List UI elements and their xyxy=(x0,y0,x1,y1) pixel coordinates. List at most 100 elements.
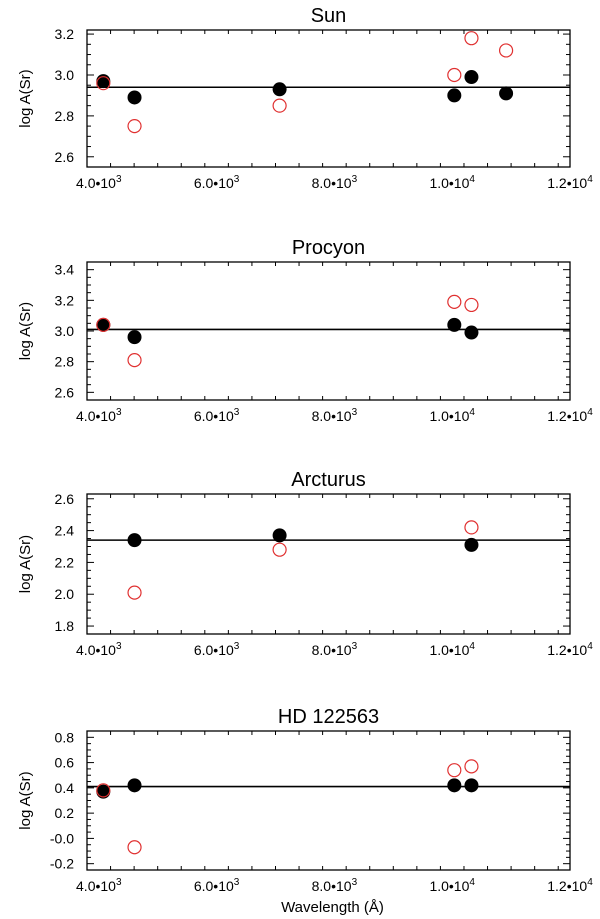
open-data-point xyxy=(447,67,462,83)
y-tick-label: 3.2 xyxy=(55,292,75,308)
x-axis-label: Wavelength (Å) xyxy=(281,899,384,916)
x-tick-label-base: 4.0•10 xyxy=(76,175,116,191)
x-tick-label: 6.0•103 xyxy=(194,407,240,424)
y-tick-label: -0.0 xyxy=(50,830,74,846)
open-data-point xyxy=(464,31,479,46)
y-tick-label: 3.0 xyxy=(55,67,75,83)
x-tick-label: 4.0•103 xyxy=(76,877,122,894)
x-tick-label-exponent: 3 xyxy=(234,407,240,418)
y-tick-label: 2.6 xyxy=(55,149,75,165)
y-axis-label: log A(Sr) xyxy=(17,302,34,360)
x-tick-label: 4.0•103 xyxy=(76,407,122,424)
x-tick-label: 1.2•104 xyxy=(547,641,593,658)
panel-title: Sun xyxy=(311,5,347,27)
x-tick-label: 8.0•103 xyxy=(312,641,358,658)
x-tick-label-exponent: 3 xyxy=(116,877,122,888)
y-tick-label: 0.4 xyxy=(55,780,75,796)
x-tick-label-exponent: 3 xyxy=(352,174,358,185)
filled-data-point xyxy=(499,86,514,101)
filled-data-point xyxy=(464,537,479,552)
filled-data-point xyxy=(464,70,479,85)
y-tick-label: -0.2 xyxy=(50,856,74,872)
filled-data-point xyxy=(127,533,142,548)
open-data-point xyxy=(498,43,514,58)
x-tick-label-base: 1.2•10 xyxy=(547,642,587,658)
x-tick-label-base: 6.0•10 xyxy=(194,175,234,191)
x-tick-label-exponent: 3 xyxy=(116,407,122,418)
filled-data-point xyxy=(127,90,142,105)
x-tick-label-base: 8.0•10 xyxy=(312,878,352,894)
x-tick-label-exponent: 3 xyxy=(234,641,240,652)
y-axis-label: log A(Sr) xyxy=(17,771,34,829)
x-tick-label-exponent: 3 xyxy=(234,174,240,185)
panel-title: Arcturus xyxy=(291,469,365,491)
x-tick-label-exponent: 3 xyxy=(234,877,240,888)
x-tick-label: 8.0•103 xyxy=(312,407,358,424)
open-data-point xyxy=(127,585,142,600)
x-tick-label-base: 4.0•10 xyxy=(76,878,116,894)
panel-title: Procyon xyxy=(292,237,365,259)
filled-data-point xyxy=(272,82,287,97)
x-tick-label: 4.0•103 xyxy=(76,641,122,658)
filled-data-point xyxy=(96,784,111,799)
panel-title: HD 122563 xyxy=(278,706,379,728)
y-axis-label: log A(Sr) xyxy=(17,69,34,127)
x-tick-label-base: 4.0•10 xyxy=(76,408,116,424)
open-data-point xyxy=(272,542,287,557)
x-tick-label-base: 4.0•10 xyxy=(76,642,116,658)
x-tick-label-exponent: 3 xyxy=(116,174,122,185)
x-tick-label-exponent: 4 xyxy=(587,877,593,888)
y-tick-label: 3.4 xyxy=(55,262,75,278)
x-tick-label-base: 1.2•10 xyxy=(547,408,587,424)
x-tick-label: 6.0•103 xyxy=(194,641,240,658)
x-tick-label-base: 6.0•10 xyxy=(194,408,234,424)
x-tick-label-base: 6.0•10 xyxy=(194,878,234,894)
x-tick-label-base: 1.0•10 xyxy=(429,878,469,894)
x-tick-label: 4.0•103 xyxy=(76,174,122,191)
x-tick-label-base: 8.0•10 xyxy=(312,175,352,191)
x-tick-label: 1.2•104 xyxy=(547,877,593,894)
open-data-point xyxy=(447,294,462,309)
open-data-point xyxy=(127,840,142,855)
open-data-point xyxy=(96,783,111,798)
x-tick-label-exponent: 3 xyxy=(352,877,358,888)
open-data-point xyxy=(464,297,479,313)
x-tick-label-base: 1.0•10 xyxy=(429,642,469,658)
x-tick-label: 1.0•104 xyxy=(429,877,475,894)
y-tick-label: 0.2 xyxy=(55,805,75,821)
x-tick-label: 8.0•103 xyxy=(312,174,358,191)
y-tick-label: 2.6 xyxy=(55,384,75,400)
y-tick-label: 2.8 xyxy=(55,354,75,370)
y-tick-label: 1.8 xyxy=(55,618,75,634)
x-tick-label: 1.0•104 xyxy=(429,407,475,424)
x-tick-label: 8.0•103 xyxy=(312,877,358,894)
plot-frame xyxy=(86,493,571,635)
filled-data-point xyxy=(447,778,462,793)
y-tick-label: 2.4 xyxy=(55,523,75,539)
y-tick-label: 2.6 xyxy=(55,491,75,507)
open-data-point xyxy=(464,759,479,774)
x-tick-label-exponent: 4 xyxy=(469,641,475,652)
x-tick-label-exponent: 4 xyxy=(469,877,475,888)
plot-frame xyxy=(86,261,571,401)
filled-data-point xyxy=(272,528,287,543)
x-tick-label-exponent: 4 xyxy=(587,174,593,185)
y-tick-label: 2.8 xyxy=(55,108,75,124)
filled-data-point xyxy=(447,317,462,332)
filled-data-point xyxy=(127,778,142,793)
x-tick-label-exponent: 4 xyxy=(587,641,593,652)
x-tick-label: 1.2•104 xyxy=(547,174,593,191)
x-tick-label-exponent: 3 xyxy=(116,641,122,652)
x-tick-label-base: 1.0•10 xyxy=(429,408,469,424)
x-tick-label-exponent: 4 xyxy=(469,407,475,418)
filled-data-point xyxy=(447,88,462,103)
open-data-point xyxy=(127,353,142,368)
x-tick-label: 6.0•103 xyxy=(194,174,240,191)
x-tick-label-exponent: 3 xyxy=(352,641,358,652)
x-tick-label-base: 8.0•10 xyxy=(312,408,352,424)
y-tick-label: 2.0 xyxy=(55,586,75,602)
x-tick-label: 6.0•103 xyxy=(194,877,240,894)
